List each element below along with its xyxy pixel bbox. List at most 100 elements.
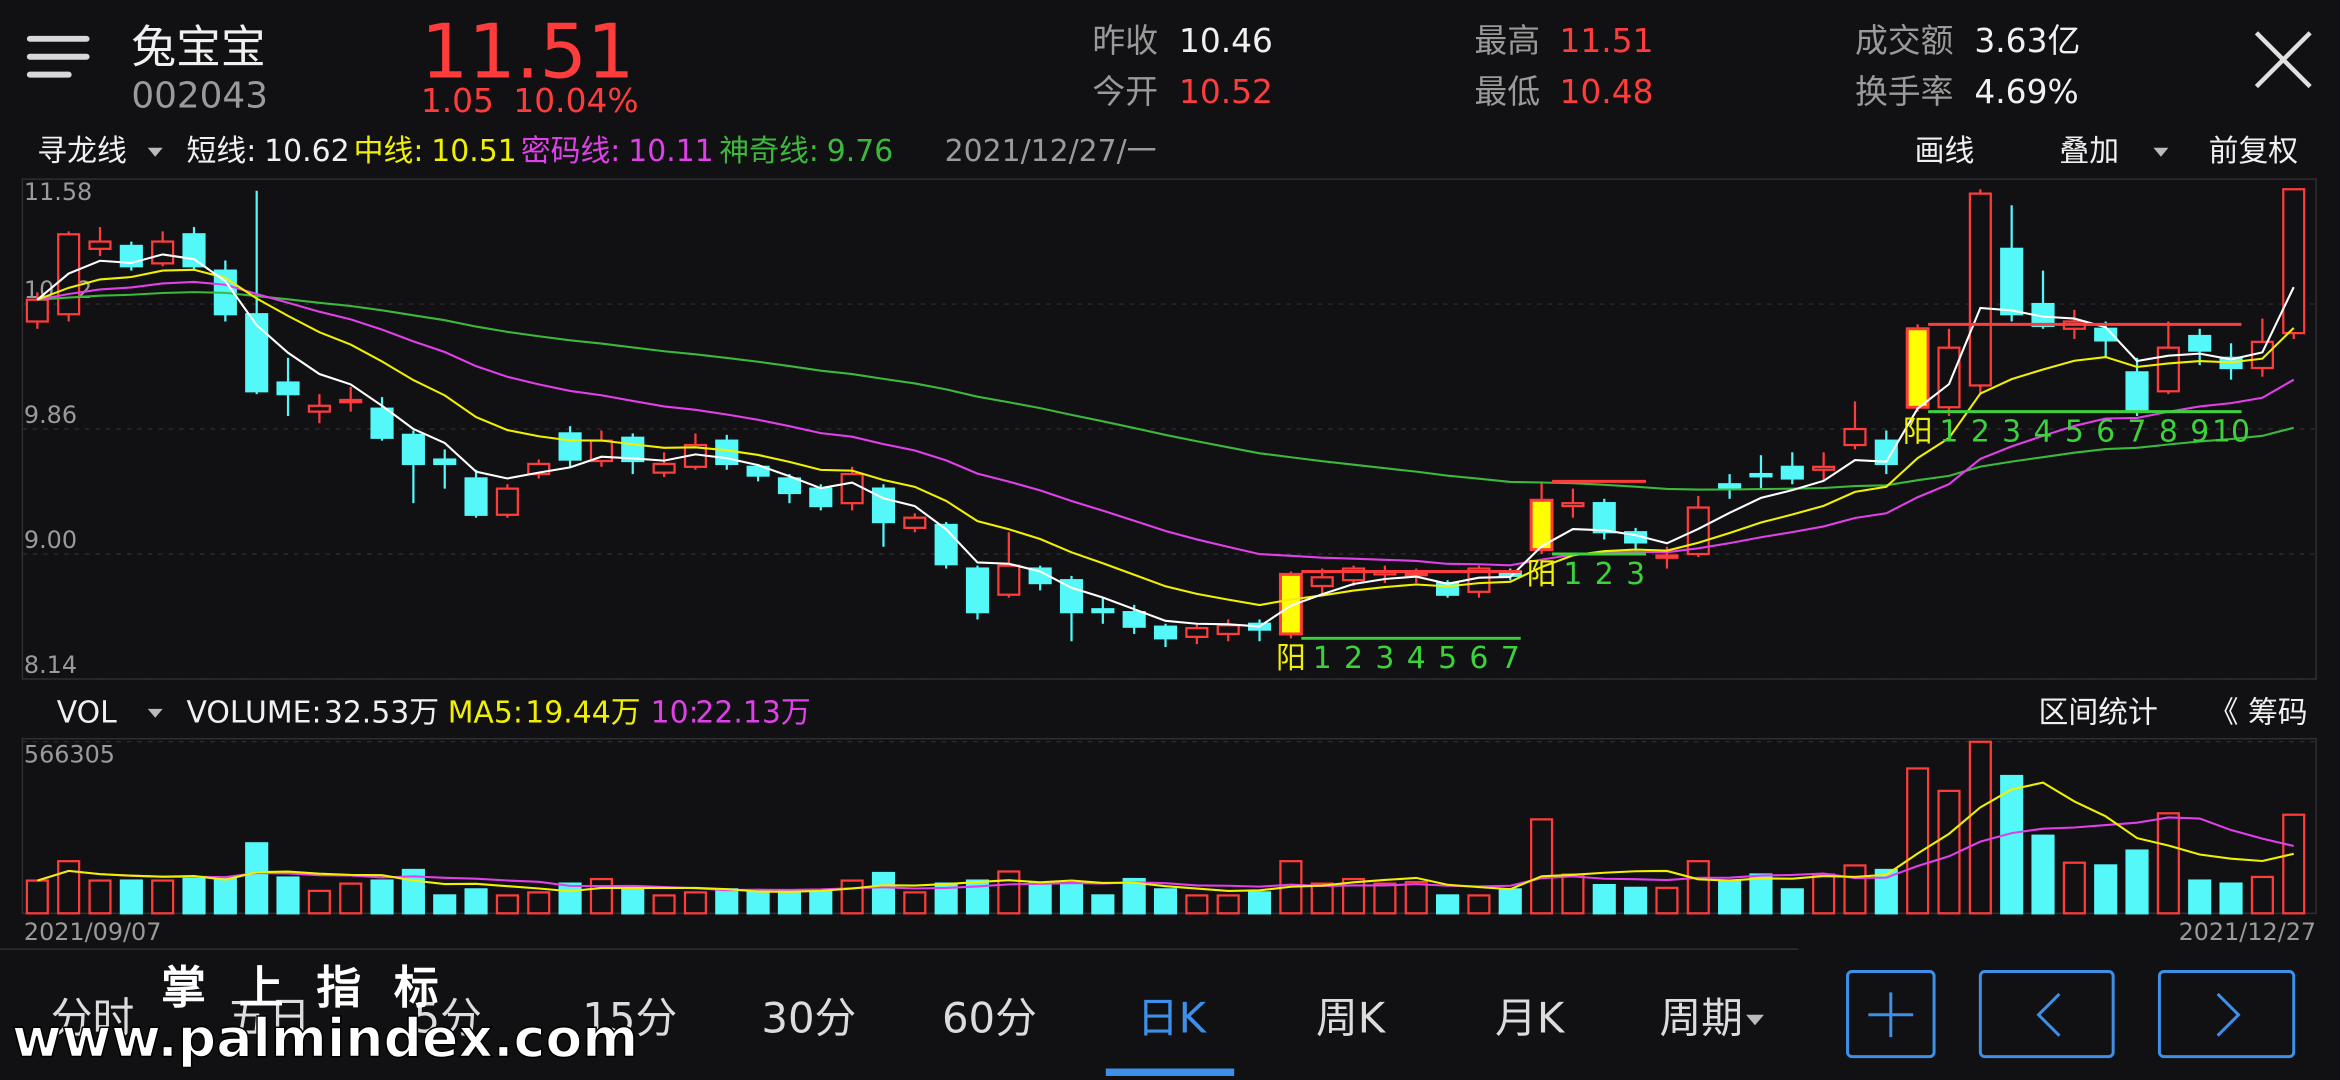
prev-button[interactable] — [1978, 970, 2115, 1059]
vol-select[interactable]: VOL — [57, 695, 117, 730]
dropdown-arrow — [147, 147, 163, 157]
dropdown-arrow — [1746, 1014, 1764, 1026]
volume-bar — [2062, 861, 2086, 915]
candle-body — [464, 477, 488, 516]
y-tick-label: 9.00 — [24, 526, 77, 554]
tab[interactable]: 日K — [1137, 994, 1208, 1043]
candle-body — [1185, 627, 1209, 638]
change-pct: 10.04% — [513, 82, 638, 120]
candle-body — [1937, 346, 1961, 409]
candle-body — [1091, 608, 1115, 614]
action[interactable]: 画线 — [1915, 134, 1975, 169]
tab[interactable]: 五日 — [227, 994, 311, 1043]
candle-body — [903, 516, 927, 529]
action[interactable]: 《 筹码 — [2209, 695, 2308, 730]
signal-count: 2 — [1595, 557, 1614, 592]
volume-bar — [2219, 882, 2243, 915]
candle-body — [495, 487, 519, 516]
ma-line — [37, 291, 2294, 491]
stock-code: 002043 — [131, 75, 268, 116]
volume-bar — [2125, 849, 2149, 915]
volume-bar — [1122, 877, 1146, 915]
volume-bar — [1749, 873, 1773, 915]
volume-bar — [1498, 888, 1522, 915]
candle-chart: 11.5810.729.869.008.145663052021/09/0720… — [22, 178, 2316, 946]
candle-body — [777, 477, 802, 495]
volume-bar — [276, 876, 300, 915]
vol-value: 32.53万 — [324, 695, 439, 730]
candle-body — [1780, 465, 1804, 480]
candle-body — [1561, 502, 1585, 508]
tab[interactable]: 15分 — [582, 994, 677, 1043]
volume-bar — [2250, 875, 2274, 915]
volume-bar — [464, 888, 488, 915]
volume-bar — [1310, 882, 1334, 915]
volume-bar — [777, 889, 802, 915]
candle-body — [182, 233, 206, 268]
volume-bar — [2031, 834, 2055, 915]
action[interactable]: 区间统计 — [2039, 695, 2158, 730]
volume-bar — [1624, 886, 1648, 915]
candle-body — [370, 407, 394, 439]
volume-bar — [370, 879, 394, 915]
tab[interactable]: 周K — [1316, 994, 1387, 1043]
y-tick-label: 9.86 — [24, 401, 77, 429]
volume-bar — [1467, 894, 1491, 915]
candle-body — [1529, 498, 1554, 552]
tab[interactable]: 5分 — [414, 994, 482, 1043]
stock-name: 兔宝宝 — [131, 21, 265, 74]
close-button[interactable] — [2254, 31, 2312, 89]
candle-body — [1843, 427, 1867, 447]
candle-body — [1122, 611, 1146, 628]
volume-bar — [245, 842, 269, 915]
candle-body — [2282, 188, 2306, 335]
action[interactable]: 前复权 — [2209, 134, 2298, 169]
signal-count: 7 — [2128, 414, 2147, 449]
volume-bar — [715, 888, 739, 915]
stat-label: 最低 — [1474, 73, 1540, 111]
ma-line — [36, 268, 2295, 607]
action[interactable]: 叠加 — [2059, 134, 2119, 169]
volume-bar — [119, 879, 143, 915]
vol-value: 22.13万 — [695, 695, 810, 730]
menu-button[interactable] — [26, 35, 90, 78]
volume-bar — [182, 876, 206, 915]
stat-value: 10.52 — [1179, 73, 1273, 111]
volume-bar — [2000, 774, 2024, 915]
volume-bar — [1091, 894, 1115, 915]
candle-body — [401, 433, 425, 466]
candle-body — [307, 404, 331, 413]
tab[interactable]: 分时 — [51, 994, 135, 1043]
tab[interactable]: 月K — [1495, 994, 1566, 1043]
stat-label: 今开 — [1092, 73, 1158, 111]
vol-label: VOLUME: — [187, 695, 322, 730]
dropdown-arrow — [147, 708, 163, 718]
candle-body — [1686, 506, 1710, 556]
tab[interactable]: 60分 — [942, 994, 1037, 1043]
stat-label: 昨收 — [1092, 22, 1158, 60]
signal-count: 1 — [1313, 641, 1332, 676]
candle-body — [1059, 579, 1084, 614]
volume-bar — [840, 879, 864, 915]
volume-bar — [1341, 877, 1366, 915]
volume-bar — [683, 891, 708, 915]
candle-body — [1749, 472, 1773, 478]
indicator-select[interactable]: 寻龙线 — [37, 134, 126, 169]
tab[interactable]: 周期 — [1659, 994, 1743, 1043]
candle-body — [1341, 567, 1366, 582]
volume-bar — [1968, 740, 1992, 915]
next-button[interactable] — [2157, 970, 2296, 1059]
add-button[interactable] — [1846, 970, 1936, 1059]
signal-count: 3 — [2002, 414, 2021, 449]
volume-bar — [871, 871, 896, 915]
signal-count: 1 — [1940, 414, 1959, 449]
tab[interactable]: 30分 — [761, 994, 856, 1043]
volume-bar — [2156, 812, 2180, 915]
ind-label: 神奇线: — [719, 134, 819, 169]
candle-body — [25, 298, 49, 323]
change: 1.05 — [421, 82, 494, 120]
signal-count: 6 — [2096, 414, 2115, 449]
stat-label: 最高 — [1474, 22, 1540, 60]
y-tick-label: 8.14 — [24, 651, 77, 679]
